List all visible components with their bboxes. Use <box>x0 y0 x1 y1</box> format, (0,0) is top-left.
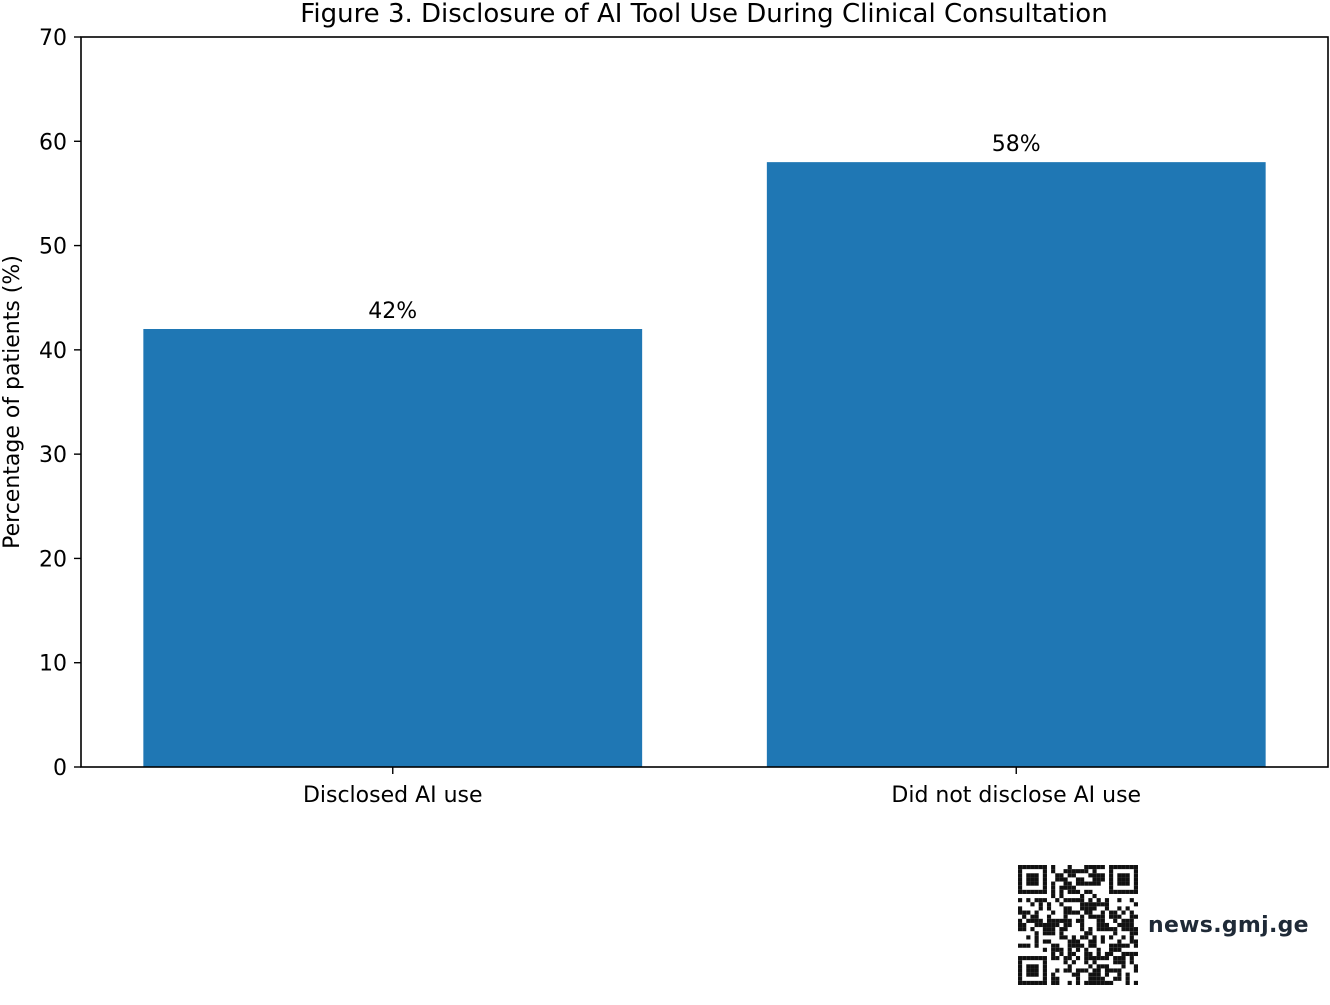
y-axis-label: Percentage of patients (%) <box>0 255 25 549</box>
bar <box>143 329 643 767</box>
y-tick-label: 40 <box>39 339 67 364</box>
bar-chart: Figure 3. Disclosure of AI Tool Use Duri… <box>0 0 1329 808</box>
data-label: 58% <box>992 132 1041 157</box>
y-tick-label: 60 <box>39 130 67 155</box>
y-tick-label: 50 <box>39 235 67 260</box>
qr-code-icon <box>1018 865 1138 985</box>
y-tick-label: 70 <box>39 26 67 51</box>
x-tick-label: Disclosed AI use <box>303 783 483 808</box>
bar <box>766 162 1266 768</box>
watermark-text: news.gmj.ge <box>1148 912 1309 938</box>
y-tick-label: 30 <box>39 443 67 468</box>
plot-frame <box>80 36 1329 768</box>
data-label: 42% <box>368 299 417 324</box>
plot-area: 0 10 20 30 40 50 60 70 Disclosed AI use 42% Did no… <box>39 26 1266 808</box>
x-tick-label: Did not disclose AI use <box>891 783 1141 808</box>
y-tick-label: 0 <box>53 756 67 781</box>
y-tick-label: 10 <box>39 652 67 677</box>
watermark: news.gmj.ge <box>1018 864 1309 986</box>
chart-title: Figure 3. Disclosure of AI Tool Use Duri… <box>300 0 1107 29</box>
y-tick-label: 20 <box>39 547 67 572</box>
